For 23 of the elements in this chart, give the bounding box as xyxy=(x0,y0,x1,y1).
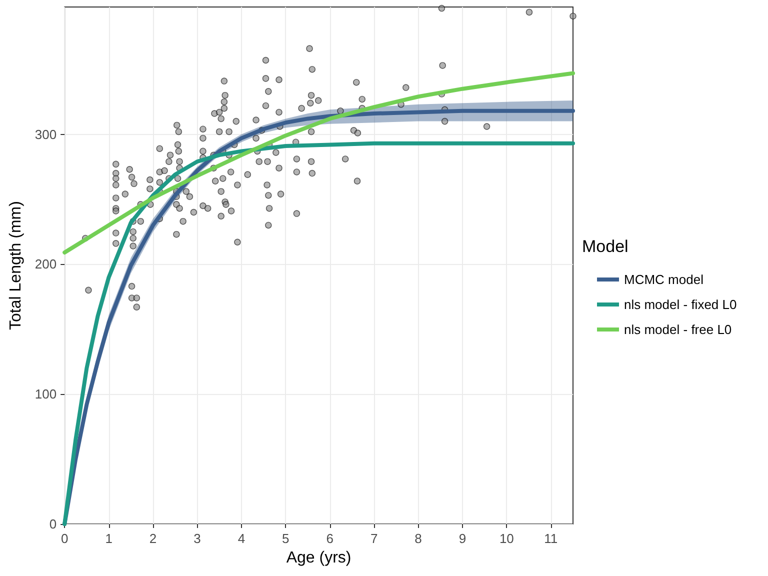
y-tick-label: 300 xyxy=(34,126,57,142)
x-tick-label: 10 xyxy=(499,531,514,546)
legend-title: Model xyxy=(582,237,628,256)
x-tick-label: 5 xyxy=(282,531,290,546)
y-tick-label: 200 xyxy=(34,256,57,272)
x-tick-label: 8 xyxy=(414,531,422,546)
y-axis-title: Total Length (mm) xyxy=(8,201,24,330)
legend-label: nls model - free L0 xyxy=(624,322,732,337)
x-tick-label: 6 xyxy=(326,531,334,546)
line-series xyxy=(62,71,575,255)
legend-label: MCMC model xyxy=(624,272,704,287)
legend-label: nls model - fixed L0 xyxy=(624,297,737,312)
y-tick-label: 100 xyxy=(34,386,57,402)
y-tick-label: 0 xyxy=(49,516,57,532)
x-axis-title: Age (yrs) xyxy=(286,549,352,566)
x-tick-label: 7 xyxy=(370,531,378,546)
x-tick-label: 4 xyxy=(238,531,246,546)
x-tick-label: 1 xyxy=(105,531,112,546)
x-tick-label: 3 xyxy=(194,531,201,546)
x-tick-label: 0 xyxy=(60,531,68,546)
x-tick-label: 9 xyxy=(458,531,466,546)
x-tick-label: 2 xyxy=(149,531,157,546)
x-tick-label: 11 xyxy=(544,531,558,546)
